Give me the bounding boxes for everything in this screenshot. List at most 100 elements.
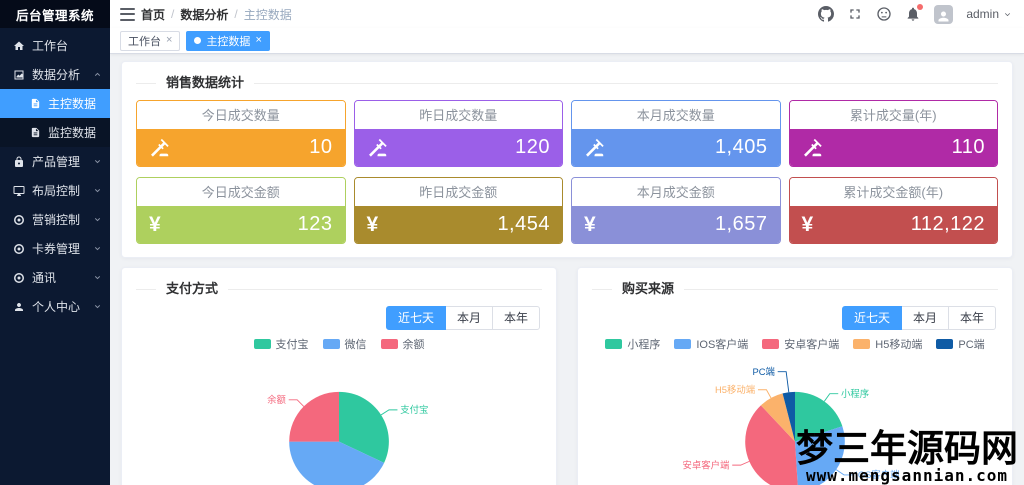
sidebar-item-label: 个人中心 xyxy=(32,300,81,314)
tab-close-icon[interactable]: × xyxy=(166,34,173,46)
stat-card: 今日成交金额 ¥123 xyxy=(136,177,346,244)
breadcrumb: 首页 / 数据分析 / 主控数据 xyxy=(141,6,292,23)
user-dropdown[interactable]: admin xyxy=(966,7,1012,21)
legend-item[interactable]: PC端 xyxy=(936,336,985,352)
pie-label-line xyxy=(732,460,750,466)
stat-card-title: 本月成交金额 xyxy=(572,178,780,206)
sidebar-item-layout-control[interactable]: 布局控制 xyxy=(0,176,110,205)
legend-label: 安卓客户端 xyxy=(784,339,840,351)
target-icon xyxy=(13,243,25,255)
tab-close-icon[interactable]: × xyxy=(255,34,262,46)
home-icon xyxy=(13,40,25,52)
range-radio[interactable]: 本年 xyxy=(491,306,540,330)
range-radio[interactable]: 近七天 xyxy=(841,306,902,330)
document-icon xyxy=(30,127,41,138)
chart-title: 支付方式 xyxy=(156,282,229,296)
avatar[interactable] xyxy=(934,4,954,24)
section-divider: 支付方式 xyxy=(136,282,542,296)
stat-card: 今日成交数量 10 xyxy=(136,100,346,167)
chevron-down-icon xyxy=(94,276,101,280)
pie-slice[interactable] xyxy=(339,391,389,463)
stat-card-value: 10 xyxy=(309,136,333,158)
breadcrumb-data-analysis[interactable]: 数据分析 xyxy=(180,7,229,22)
range-radio-group: 近七天 本月 本年 xyxy=(592,306,996,330)
pie-label-line xyxy=(777,371,790,393)
stat-card: 昨日成交金额 ¥1,454 xyxy=(353,177,563,244)
section-divider: 购买来源 xyxy=(592,282,998,296)
pie-label: IOS客户端 xyxy=(855,469,899,480)
fullscreen-icon[interactable] xyxy=(847,6,863,22)
menu-fold-icon[interactable] xyxy=(120,7,135,21)
range-radio-group: 近七天 本月 本年 xyxy=(136,306,540,330)
sidebar-item-workbench[interactable]: 工作台 xyxy=(0,31,110,60)
page-content: 销售数据统计 今日成交数量 10 昨日成交数量 120 本月成交数量 1,405 累计成交量… xyxy=(110,54,1024,485)
stat-card-title: 累计成交量(年) xyxy=(789,101,997,129)
pie-slice[interactable] xyxy=(795,426,845,485)
tab-workbench[interactable]: 工作台 × xyxy=(120,30,181,51)
legend-item[interactable]: IOS客户端 xyxy=(674,336,748,352)
tab-master-data[interactable]: 主控数据 × xyxy=(186,30,270,51)
stat-card-title: 昨日成交数量 xyxy=(354,101,562,129)
legend-label: IOS客户端 xyxy=(696,339,749,351)
payment-method-panel: 支付方式近七天本月本年支付宝微信余额支付宝微信余额 xyxy=(121,267,557,485)
pie-slice[interactable] xyxy=(289,391,339,442)
legend-item[interactable]: 小程序 xyxy=(605,336,660,352)
stat-card: 本月成交数量 1,405 xyxy=(571,100,781,167)
top-header: 首页 / 数据分析 / 主控数据 admin xyxy=(110,0,1024,28)
legend-item[interactable]: 微信 xyxy=(322,336,367,352)
sidebar-item-label: 通讯 xyxy=(32,271,57,285)
pie-label-line xyxy=(835,469,853,476)
pie-label-line xyxy=(757,389,772,399)
breadcrumb-home[interactable]: 首页 xyxy=(141,7,166,22)
pie-label-line xyxy=(380,409,398,416)
lock-icon xyxy=(13,156,25,168)
sidebar-item-coupon-management[interactable]: 卡券管理 xyxy=(0,234,110,263)
active-tab-dot xyxy=(194,37,202,44)
sidebar-item-label: 工作台 xyxy=(32,39,69,53)
purchase-source-panel: 购买来源 近七天 本月 本年 小程序 IOS客户端 安卓客户端 H5移动端 PC端 小程序 IOS客… xyxy=(577,267,1013,485)
sidebar-item-monitor-data[interactable]: 监控数据 xyxy=(0,118,110,147)
sales-stats-panel: 销售数据统计 今日成交数量 10 昨日成交数量 120 本月成交数量 1,405 累计成交量… xyxy=(121,61,1013,258)
sidebar-menu: 工作台数据分析 主控数据 监控数据 产品管理 布局控制 营销控制 卡券管理通讯个人中心 xyxy=(0,28,110,321)
gavel-icon xyxy=(802,137,823,158)
legend-item[interactable]: 支付宝 xyxy=(253,336,309,352)
emoji-icon[interactable] xyxy=(876,6,892,22)
bell-icon[interactable] xyxy=(905,4,924,22)
pie-slice[interactable] xyxy=(795,391,843,442)
range-radio[interactable]: 近七天 xyxy=(385,306,446,330)
sidebar-item-marketing-control[interactable]: 营销控制 xyxy=(0,205,110,234)
target-icon xyxy=(13,272,25,284)
sidebar: 后台管理系统 工作台数据分析 主控数据 监控数据 产品管理 布局控制 营销控制 卡券管理通讯… xyxy=(0,0,110,485)
stat-card-title: 今日成交金额 xyxy=(137,178,345,206)
sidebar-item-personal-center[interactable]: 个人中心 xyxy=(0,292,110,321)
legend-swatch xyxy=(322,339,340,349)
legend-swatch xyxy=(853,339,871,349)
stat-card: 累计成交量(年) 110 xyxy=(788,100,998,167)
chart-title: 购买来源 xyxy=(612,282,685,296)
stat-card-value: 123 xyxy=(297,213,333,235)
tab-label: 工作台 xyxy=(128,35,161,48)
sidebar-item-master-data[interactable]: 主控数据 xyxy=(0,89,110,118)
github-icon[interactable] xyxy=(818,6,835,22)
sidebar-item-communication[interactable]: 通讯 xyxy=(0,263,110,292)
pie-slice[interactable] xyxy=(745,405,798,485)
legend-item[interactable]: 余额 xyxy=(380,336,425,352)
range-radio[interactable]: 本月 xyxy=(444,306,493,330)
bell-glyph xyxy=(907,7,919,21)
section-divider: 销售数据统计 xyxy=(136,76,998,90)
range-radio[interactable]: 本年 xyxy=(947,306,996,330)
legend-item[interactable]: 安卓客户端 xyxy=(762,336,839,352)
legend-swatch xyxy=(936,339,954,349)
pie-slice[interactable] xyxy=(782,391,795,442)
pie-slice[interactable] xyxy=(760,393,795,442)
monitor-icon xyxy=(13,185,25,197)
breadcrumb-separator: / xyxy=(171,7,175,21)
breadcrumb-current: 主控数据 xyxy=(243,7,292,22)
app-logo-title: 后台管理系统 xyxy=(0,0,110,28)
sidebar-item-data-analysis[interactable]: 数据分析 xyxy=(0,60,110,89)
yen-icon: ¥ xyxy=(149,213,161,236)
legend-item[interactable]: H5移动端 xyxy=(853,336,922,352)
sidebar-item-product-management[interactable]: 产品管理 xyxy=(0,147,110,176)
pie-slice[interactable] xyxy=(289,441,385,485)
range-radio[interactable]: 本月 xyxy=(900,306,949,330)
